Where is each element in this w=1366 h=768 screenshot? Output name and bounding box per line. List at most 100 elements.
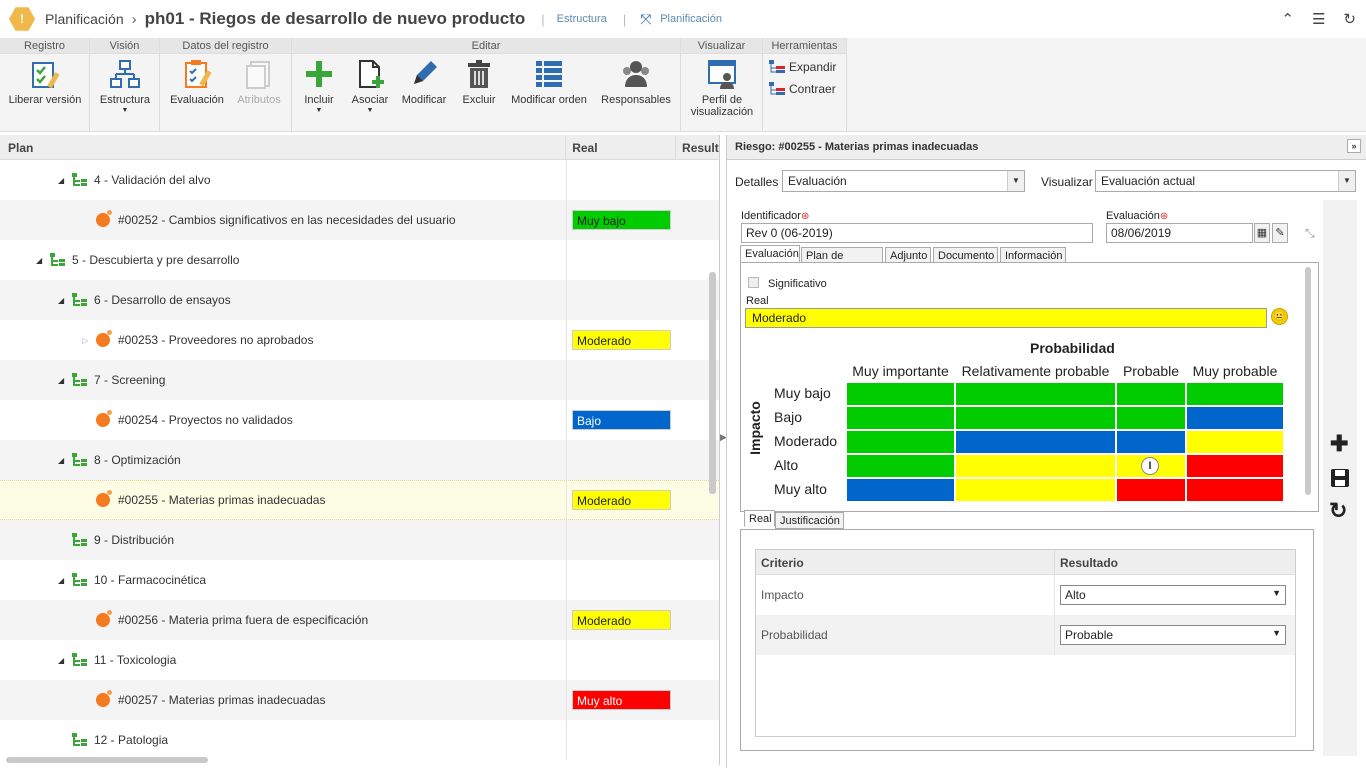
breadcrumb-app[interactable]: Planificación [45, 11, 124, 27]
content-scrollbar[interactable] [1305, 267, 1311, 495]
matrix-cell[interactable] [1116, 478, 1186, 502]
group-editar: Editar Incluir ▼ Asociar ▼ Modificar [292, 38, 681, 132]
add-icon[interactable]: ✚ [1330, 431, 1349, 456]
significativo-checkbox[interactable] [748, 277, 759, 288]
calendar-icon[interactable]: ▦ [1254, 223, 1270, 243]
expand-toggle-icon[interactable]: ◢ [58, 455, 65, 465]
plan-item-label: #00254 - Proyectos no validados [118, 413, 293, 427]
planning-icon[interactable]: ⤧ [640, 11, 652, 27]
evaluacion-date-input[interactable]: 08/06/2019 [1106, 223, 1253, 243]
matrix-cell[interactable] [1116, 406, 1186, 430]
identificador-label-text: Identificador [741, 210, 801, 222]
liberar-version-button[interactable]: Liberar versión [7, 58, 83, 106]
collapse-arrows-icon[interactable]: ⤡ [1305, 226, 1315, 240]
matrix-cell[interactable] [846, 382, 955, 406]
table-row[interactable]: 12 - Patologia [0, 720, 719, 760]
table-row[interactable]: #00255 - Materias primas inadecuadas Mode… [0, 480, 719, 520]
matrix-cell[interactable] [1116, 382, 1186, 406]
table-row[interactable]: ▷ #00253 - Proveedores no aprobados Modera… [0, 320, 719, 360]
status-badge: Moderado [572, 330, 671, 350]
evaluacion-button[interactable]: Evaluación [166, 58, 228, 106]
expand-toggle-icon[interactable]: ◢ [58, 655, 65, 665]
matrix-cell[interactable] [846, 478, 955, 502]
matrix-cell[interactable] [955, 478, 1116, 502]
expand-toggle-icon[interactable]: ◢ [58, 295, 65, 305]
incluir-button[interactable]: Incluir ▼ [296, 58, 342, 114]
matrix-cell[interactable] [1186, 454, 1284, 478]
impacto-result-select[interactable]: Alto ▼ [1060, 585, 1286, 605]
matrix-cell[interactable] [955, 406, 1116, 430]
tab-evaluación[interactable]: Evaluación [740, 245, 800, 263]
plan-item-label: #00252 - Cambios significativos en las n… [118, 213, 456, 227]
refresh-icon[interactable]: ↻ [1343, 11, 1356, 28]
panel-splitter-handle[interactable]: ▶ [720, 432, 727, 442]
expandir-button[interactable]: Expandir [769, 60, 836, 74]
expand-toggle-icon[interactable]: ◢ [36, 255, 43, 265]
contraer-button[interactable]: Contraer [769, 82, 836, 96]
matrix-cell[interactable] [955, 382, 1116, 406]
excluir-button[interactable]: Excluir [454, 58, 504, 106]
matrix-cell[interactable] [1116, 430, 1186, 454]
planning-link[interactable]: Planificación [660, 13, 722, 25]
column-result[interactable]: Result [682, 141, 719, 155]
expand-toggle-icon[interactable]: ▷ [82, 335, 89, 345]
table-row[interactable]: ◢ 10 - Farmacocinética [0, 560, 719, 600]
identificador-input[interactable]: Rev 0 (06-2019) [741, 223, 1093, 243]
attributes-icon [243, 58, 275, 90]
matrix-cell[interactable] [1186, 406, 1284, 430]
atributos-button[interactable]: Atributos [230, 58, 288, 106]
table-row[interactable]: #00257 - Materias primas inadecuadas Muy … [0, 680, 719, 720]
structure-link[interactable]: Estructura [556, 13, 607, 25]
expand-toggle-icon[interactable]: ◢ [58, 575, 65, 585]
table-row[interactable]: 9 - Distribución [0, 520, 719, 560]
perfil-visualizacion-button[interactable]: Perfil de visualización [685, 58, 759, 118]
visualizar-select[interactable]: Evaluación actual ▼ [1095, 170, 1356, 192]
expand-toggle-icon[interactable]: ◢ [58, 175, 65, 185]
table-row[interactable]: ◢ 8 - Optimización [0, 440, 719, 480]
plan-node-icon [50, 253, 65, 266]
plan-node-icon [72, 373, 87, 386]
matrix-cell[interactable] [1186, 430, 1284, 454]
matrix-cell[interactable] [955, 454, 1116, 478]
save-icon[interactable] [1330, 468, 1350, 488]
matrix-cell[interactable] [846, 406, 955, 430]
responsables-button[interactable]: Responsables [598, 58, 674, 106]
probabilidad-result-select[interactable]: Probable ▼ [1060, 625, 1286, 645]
modificar-orden-button[interactable]: Modificar orden [508, 58, 590, 106]
table-row[interactable]: ◢ 11 - Toxicologia [0, 640, 719, 680]
matrix-cell[interactable] [1186, 478, 1284, 502]
plan-cell: #00257 - Materias primas inadecuadas [0, 680, 567, 720]
modificar-button[interactable]: Modificar [398, 58, 450, 106]
real-cell [567, 160, 677, 200]
list-icon[interactable]: ☰ [1311, 11, 1326, 28]
matrix-cell[interactable] [846, 454, 955, 478]
matrix-column-header: Probable [1122, 363, 1180, 379]
horizontal-scrollbar[interactable] [6, 757, 208, 763]
table-row[interactable]: ◢ 5 - Descubierta y pre desarrollo [0, 240, 719, 280]
subtab-real[interactable]: Real [744, 510, 775, 527]
vertical-scrollbar[interactable] [709, 272, 716, 494]
table-row[interactable]: #00254 - Proyectos no validados Bajo [0, 400, 719, 440]
expand-toggle-icon[interactable]: ◢ [58, 375, 65, 385]
detalles-select[interactable]: Evaluación ▼ [782, 170, 1025, 192]
clear-brush-icon[interactable]: ✎ [1272, 223, 1288, 243]
estructura-button[interactable]: Estructura ▼ [94, 58, 156, 114]
real-cell: Muy alto [567, 680, 677, 720]
real-cell [567, 720, 677, 760]
refresh-icon[interactable]: ↻ [1329, 498, 1348, 523]
expand-panel-icon[interactable]: » [1347, 139, 1361, 153]
matrix-cell[interactable] [955, 430, 1116, 454]
table-row[interactable]: #00256 - Materia prima fuera de especifi… [0, 600, 719, 640]
matrix-cell[interactable] [1186, 382, 1284, 406]
table-row[interactable]: ◢ 7 - Screening [0, 360, 719, 400]
asociar-button[interactable]: Asociar ▼ [346, 58, 394, 114]
column-real[interactable]: Real [566, 135, 677, 159]
table-row[interactable]: ◢ 6 - Desarrollo de ensayos [0, 280, 719, 320]
liberar-label: Liberar versión [8, 94, 82, 106]
matrix-cell[interactable] [846, 430, 955, 454]
collapse-up-icon[interactable]: ⌃ [1281, 11, 1294, 28]
column-plan[interactable]: Plan [0, 135, 567, 159]
subtab-justificación[interactable]: Justificación [775, 512, 844, 529]
table-row[interactable]: ◢ 4 - Validación del alvo [0, 160, 719, 200]
table-row[interactable]: #00252 - Cambios significativos en las n… [0, 200, 719, 240]
